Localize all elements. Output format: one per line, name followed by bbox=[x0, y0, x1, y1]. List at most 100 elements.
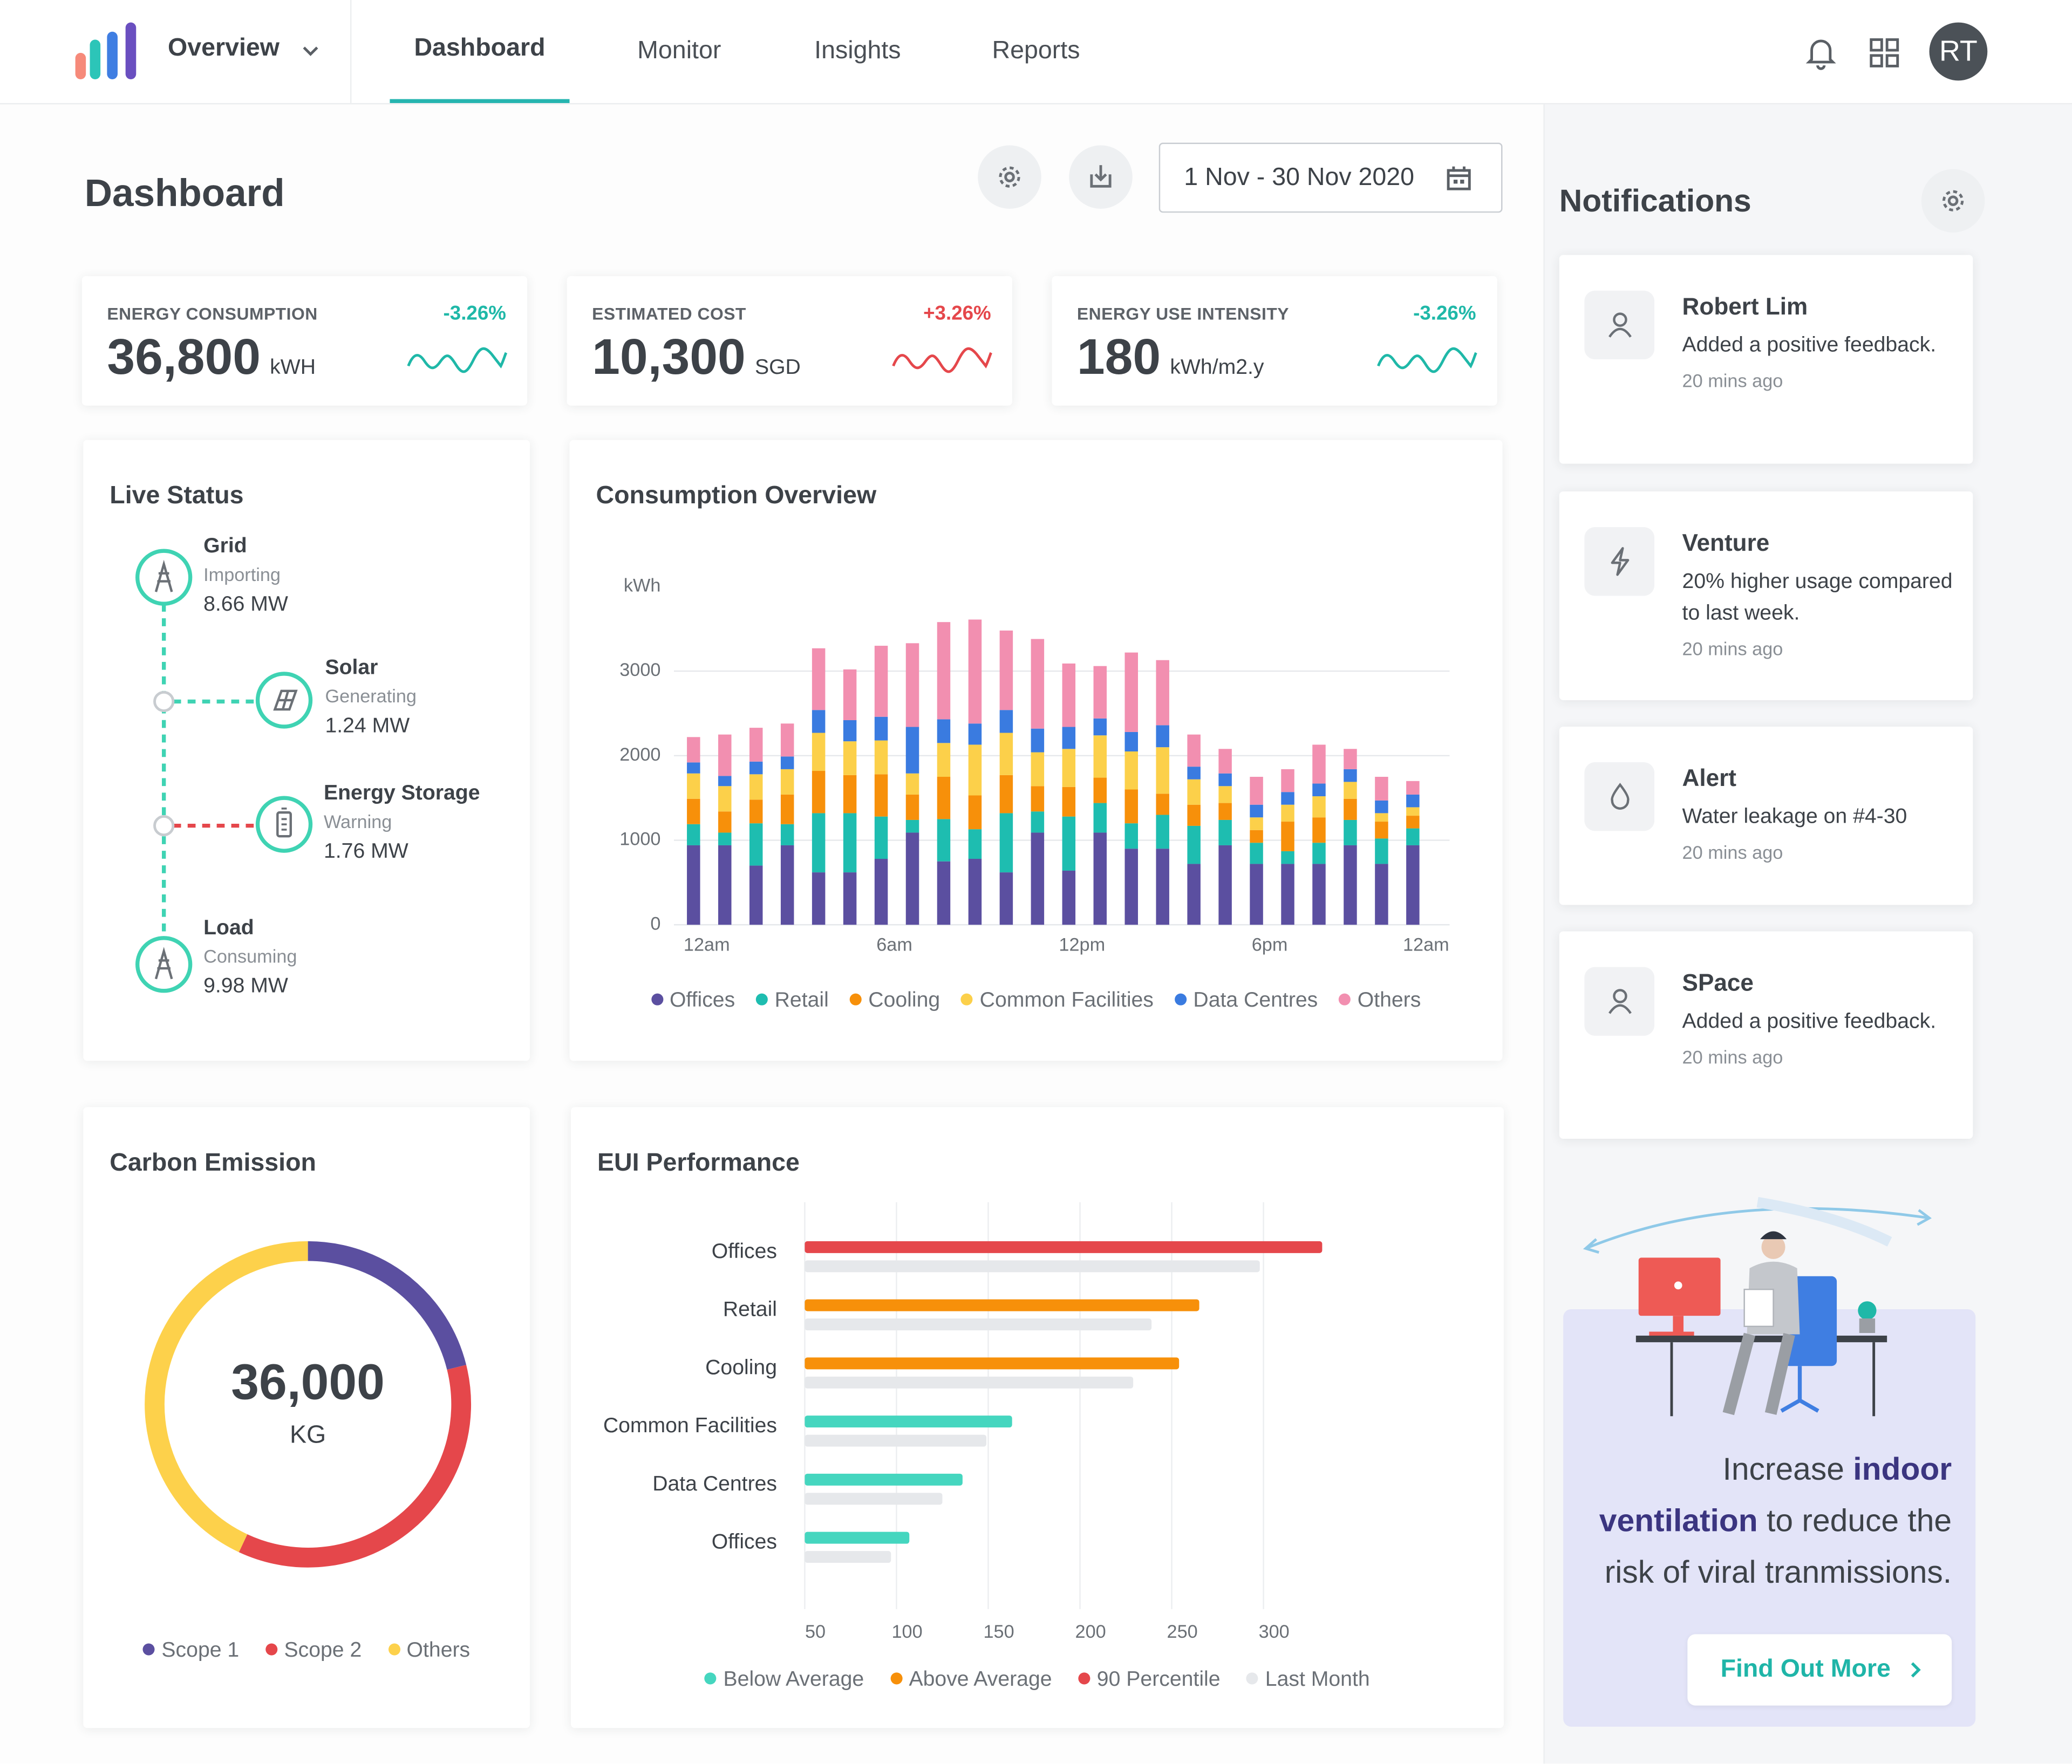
legend-item: Others bbox=[1339, 989, 1421, 1013]
graphic bbox=[1608, 327, 1632, 338]
graphic bbox=[1917, 1209, 1932, 1226]
live-status-card: Live Status Grid Importing 8.66 MW Solar… bbox=[83, 440, 530, 1061]
bar-segment bbox=[968, 744, 982, 796]
bar-segment bbox=[999, 813, 1013, 873]
bar-segment bbox=[937, 719, 951, 743]
bar bbox=[805, 1493, 943, 1505]
legend: Offices Retail Cooling Common Facilities Dat… bbox=[570, 989, 1503, 1013]
bar-segment bbox=[874, 859, 888, 925]
graphic bbox=[1870, 54, 1883, 67]
notification-card[interactable]: Robert Lim Added a positive feedback. 20 m… bbox=[1559, 255, 1973, 464]
nav-tab[interactable]: Dashboard bbox=[414, 34, 546, 63]
bar-segment bbox=[874, 816, 888, 859]
bar-segment bbox=[1124, 751, 1138, 790]
bar-segment bbox=[1250, 830, 1263, 843]
live-status-diagram: Grid Importing 8.66 MW Solar Generating … bbox=[135, 534, 480, 997]
legend-label: Above Average bbox=[909, 1669, 1052, 1691]
graphic bbox=[1447, 169, 1471, 190]
graphic bbox=[75, 52, 86, 79]
bar-segment bbox=[1312, 843, 1326, 864]
avatar[interactable]: RT bbox=[1929, 22, 1988, 81]
node-name: Energy Storage bbox=[324, 781, 480, 804]
kpi-change: +3.26% bbox=[923, 302, 991, 325]
bar-segment bbox=[1406, 828, 1420, 845]
settings-button[interactable] bbox=[978, 145, 1041, 209]
bar-segment bbox=[1218, 845, 1232, 925]
bar-segment bbox=[874, 646, 888, 717]
nav-tab[interactable]: Reports bbox=[992, 37, 1080, 65]
workspace-selector[interactable]: Overview bbox=[168, 34, 280, 63]
bar-segment bbox=[780, 794, 794, 824]
bar-segment bbox=[812, 710, 826, 733]
node-load bbox=[135, 936, 193, 993]
bar-segment bbox=[1406, 845, 1420, 925]
legend: Below Average Above Average 90 Percentile L… bbox=[571, 1669, 1504, 1692]
bar-segment bbox=[999, 872, 1013, 925]
legend-label: Scope 1 bbox=[161, 1639, 240, 1662]
apps-icon[interactable] bbox=[1869, 37, 1900, 69]
graphic bbox=[1942, 190, 1964, 211]
node-value: 1.24 MW bbox=[325, 714, 410, 737]
consumption-card: Consumption Overview kWh 0 1000 2000 3000 12a… bbox=[569, 440, 1503, 1061]
nav-tab[interactable]: Insights bbox=[814, 37, 901, 65]
bar-segment bbox=[687, 824, 700, 845]
bar-segment bbox=[1031, 832, 1045, 925]
promo-text-part: to reduce the bbox=[1767, 1503, 1952, 1540]
bar-segment bbox=[1093, 666, 1107, 719]
notification-message: Added a positive feedback. bbox=[1682, 1010, 1937, 1034]
eui-card: EUI Performance 50 100 150 200 250 300 Offices… bbox=[570, 1107, 1504, 1728]
bar-segment bbox=[999, 775, 1013, 813]
bar-segment bbox=[687, 737, 700, 763]
find-out-more-button[interactable]: Find Out More bbox=[1687, 1634, 1952, 1706]
graphic bbox=[1585, 1207, 1930, 1250]
bar-segment bbox=[905, 819, 919, 833]
graphic bbox=[1756, 1196, 1892, 1247]
notification-card[interactable]: Alert Water leakage on #4-30 20 mins ago bbox=[1559, 726, 1973, 905]
kpi-value-row: 36,800 kWH bbox=[107, 330, 316, 387]
gear-icon bbox=[999, 166, 1020, 188]
bar-segment bbox=[1124, 849, 1138, 925]
graphic bbox=[125, 22, 137, 79]
notification-body: Alert Water leakage on #4-30 20 mins ago bbox=[1682, 762, 1953, 865]
bar bbox=[805, 1260, 1260, 1273]
graphic bbox=[1805, 39, 1836, 70]
legend-item: Scope 1 bbox=[143, 1639, 239, 1663]
sparkline-path bbox=[1377, 347, 1477, 373]
bar-segment bbox=[968, 829, 982, 859]
bar-segment bbox=[1312, 864, 1326, 925]
bar-segment bbox=[749, 774, 763, 800]
kpi-label: ENERGY CONSUMPTION bbox=[107, 304, 318, 324]
graphic bbox=[1870, 38, 1883, 52]
bar-segment bbox=[1281, 792, 1294, 805]
bar-segment bbox=[999, 630, 1013, 710]
bar-segment bbox=[1156, 849, 1169, 925]
kpi-value-row: 180 kWh/m2.y bbox=[1077, 330, 1264, 387]
y-tick-label: 1000 bbox=[619, 829, 660, 850]
node-status: Warning bbox=[324, 812, 392, 832]
bar-segment bbox=[1062, 663, 1076, 727]
settings-button[interactable] bbox=[1921, 169, 1985, 233]
graphic bbox=[1583, 1238, 1599, 1254]
bar bbox=[805, 1357, 1180, 1370]
junction bbox=[153, 815, 175, 837]
bar-segment bbox=[1406, 794, 1420, 808]
bar-segment bbox=[1156, 725, 1169, 748]
promo-illustration bbox=[1583, 1196, 1932, 1417]
node-name: Load bbox=[203, 916, 254, 939]
legend-label: Last Month bbox=[1265, 1669, 1370, 1691]
graphic bbox=[1674, 1281, 1682, 1290]
nav-tab[interactable]: Monitor bbox=[637, 37, 721, 65]
bell-icon[interactable] bbox=[1805, 35, 1837, 72]
bar-segment bbox=[780, 756, 794, 769]
notification-card[interactable]: SPace Added a positive feedback. 20 mins a… bbox=[1559, 931, 1973, 1139]
x-tick-label: 250 bbox=[1167, 1622, 1198, 1642]
bar-segment bbox=[1281, 864, 1294, 925]
bar bbox=[805, 1473, 963, 1486]
date-range-picker[interactable]: 1 Nov - 30 Nov 2020 bbox=[1158, 142, 1503, 213]
download-button[interactable] bbox=[1069, 145, 1133, 209]
notification-card[interactable]: Venture 20% higher usage compared to last… bbox=[1559, 491, 1973, 700]
legend-swatch bbox=[756, 993, 768, 1006]
bar-segment bbox=[1124, 789, 1138, 824]
bar-segment bbox=[968, 795, 982, 830]
